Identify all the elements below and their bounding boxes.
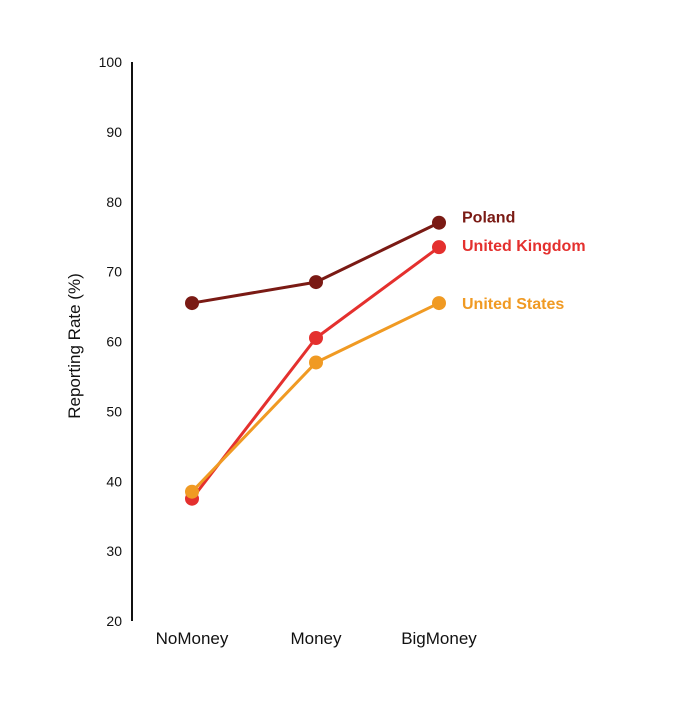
y-tick-labels: 20 30 40 50 60 70 80 90 100	[99, 54, 123, 629]
x-category-labels: NoMoney Money BigMoney	[156, 629, 478, 648]
data-point	[432, 296, 446, 311]
y-axis-label: Reporting Rate (%)	[65, 273, 84, 419]
data-point	[185, 484, 199, 499]
data-point	[309, 331, 323, 346]
y-tick-label: 40	[106, 473, 122, 489]
y-tick-label: 80	[106, 194, 122, 210]
data-point	[432, 215, 446, 230]
series-label: Poland	[462, 210, 515, 227]
data-point	[185, 296, 199, 311]
x-category-label: BigMoney	[401, 629, 477, 648]
y-tick-label: 60	[106, 334, 122, 350]
series-line	[190, 221, 441, 305]
y-tick-label: 100	[99, 54, 123, 70]
y-tick-label: 90	[106, 124, 122, 140]
series-points	[185, 215, 446, 506]
y-tick-label: 20	[106, 613, 122, 629]
x-category-label: NoMoney	[156, 629, 229, 648]
series-label: United Kingdom	[462, 238, 586, 255]
y-tick-label: 70	[106, 264, 122, 280]
data-point	[309, 275, 323, 290]
x-category-label: Money	[290, 629, 342, 648]
data-point	[432, 240, 446, 255]
data-point	[309, 355, 323, 370]
series-label: United States	[462, 296, 564, 313]
y-tick-label: 50	[106, 403, 122, 419]
y-tick-label: 30	[106, 543, 122, 559]
series-labels: Poland United Kingdom United States	[462, 210, 586, 313]
